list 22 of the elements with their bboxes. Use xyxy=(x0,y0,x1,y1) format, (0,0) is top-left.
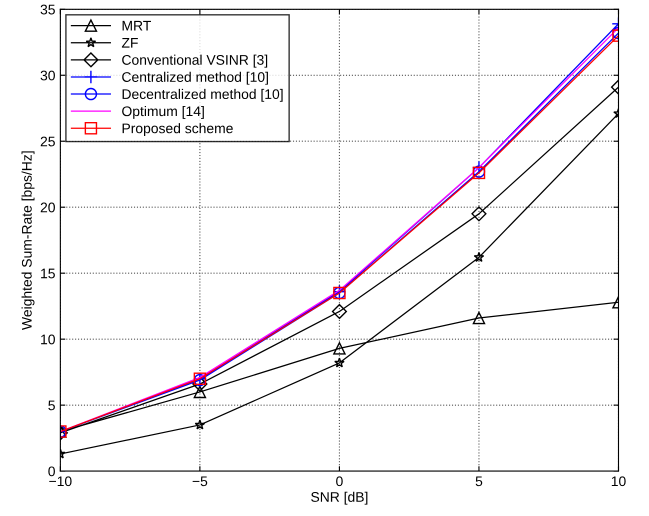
y-tick-label: 0 xyxy=(48,466,55,476)
legend-label: Conventional VSINR [3] xyxy=(122,54,268,68)
x-tick-label: 10 xyxy=(612,476,626,486)
y-tick-label: 30 xyxy=(40,70,55,80)
y-tick-label: 20 xyxy=(40,202,55,212)
legend-label: Decentralized method [10] xyxy=(122,88,283,102)
legend-label: Centralized method [10] xyxy=(122,72,268,85)
x-tick-label: −5 xyxy=(192,476,208,486)
y-axis-title: Weighted Sum-Rate [bps/Hz] xyxy=(22,151,34,330)
x-tick-label: −10 xyxy=(49,476,72,486)
legend-label: Proposed scheme xyxy=(122,123,233,136)
x-axis-title: SNR [dB] xyxy=(311,492,368,505)
x-tick-label: 0 xyxy=(336,476,343,486)
legend-label: ZF xyxy=(122,38,138,48)
legend-label: MRT xyxy=(122,20,151,30)
legend-label: Optimum [14] xyxy=(122,106,204,119)
y-tick-label: 10 xyxy=(41,334,55,344)
y-tick-label: 25 xyxy=(40,136,55,146)
x-tick-label: 5 xyxy=(476,476,482,486)
y-tick-label: 5 xyxy=(48,400,55,410)
y-tick-label: 35 xyxy=(40,4,55,14)
y-tick-label: 15 xyxy=(41,268,55,278)
